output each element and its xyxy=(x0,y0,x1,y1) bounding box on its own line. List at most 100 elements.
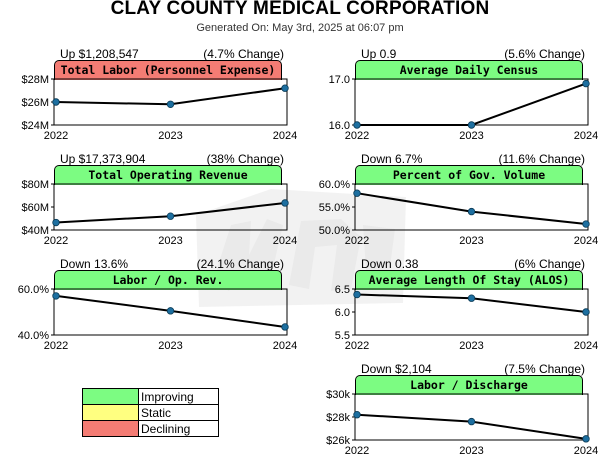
data-point xyxy=(582,79,590,88)
x-tick-label: 2023 xyxy=(158,340,182,352)
change-value: Up 0.9 xyxy=(361,47,397,61)
data-point xyxy=(353,411,361,419)
chart-panel-percent-gov-volume: Down 6.7% (11.6% Change) Percent of Gov.… xyxy=(319,152,598,262)
legend-swatch-improving xyxy=(82,388,139,405)
plot-frame xyxy=(53,288,288,336)
chart-panel-total-operating-revenue: Up $17,373,904 (38% Change) Total Operat… xyxy=(21,152,297,262)
x-tick-label: 2024 xyxy=(574,130,598,142)
x-tick-label: 2022 xyxy=(44,130,68,142)
x-tick-label: 2022 xyxy=(44,235,68,247)
data-point xyxy=(52,218,60,227)
change-value: Down 13.6% xyxy=(60,257,129,271)
x-tick-label: 2022 xyxy=(345,235,369,247)
chart-title-tab: Total Operating Revenue xyxy=(54,165,282,185)
legend-label: Improving xyxy=(138,388,219,405)
x-tick-label: 2023 xyxy=(158,235,182,247)
data-point xyxy=(281,199,289,207)
change-value: Down 6.7% xyxy=(361,152,423,166)
chart-title-tab: Average Daily Census xyxy=(355,60,583,80)
y-tick-label: 50.0% xyxy=(319,225,350,237)
status-legend: Improving Static Declining xyxy=(82,388,219,437)
y-tick-label: $28k xyxy=(326,412,350,424)
line-chart: 60.0% 40.0%2022 2023 2024 xyxy=(18,284,297,352)
chart-title-tab: Total Labor (Personnel Expense) xyxy=(54,60,282,80)
change-value: Up $17,373,904 xyxy=(60,152,146,166)
data-point xyxy=(281,323,289,331)
plot-frame xyxy=(354,78,589,126)
y-tick-label: 5.5 xyxy=(335,330,350,342)
x-tick-label: 2023 xyxy=(459,340,483,352)
y-tick-label: $30k xyxy=(326,389,350,401)
chart-panel-total-labor: Up $1,208,547 (4.7% Change) Total Labor … xyxy=(21,47,297,157)
x-tick-label: 2024 xyxy=(574,445,598,457)
y-tick-label: $80M xyxy=(21,179,49,191)
y-tick-label: 17.0 xyxy=(329,74,350,86)
x-tick-label: 2024 xyxy=(574,340,598,352)
x-tick-label: 2022 xyxy=(44,340,68,352)
legend-swatch-static xyxy=(82,404,139,421)
data-point xyxy=(52,292,60,300)
y-tick-label: $24M xyxy=(21,120,49,132)
change-percent: (38% Change) xyxy=(206,152,284,166)
plot-frame xyxy=(354,183,589,231)
legend-row-static: Static xyxy=(82,404,219,421)
data-point xyxy=(166,212,175,220)
y-tick-label: 6.0 xyxy=(335,307,350,319)
series-line xyxy=(357,82,587,126)
x-tick-label: 2023 xyxy=(158,130,182,142)
change-percent: (6% Change) xyxy=(514,257,585,271)
chart-panel-labor-op-rev: Down 13.6% (24.1% Change) Labor / Op. Re… xyxy=(18,257,297,367)
data-point xyxy=(467,294,476,302)
x-tick-label: 2023 xyxy=(459,445,483,457)
legend-swatch-declining xyxy=(82,420,139,437)
x-tick-label: 2022 xyxy=(345,445,369,457)
line-chart: 60.0% 55.0% 50.0%2022 2023 2024 xyxy=(319,179,598,247)
change-value: Up $1,208,547 xyxy=(60,47,139,61)
change-percent: (24.1% Change) xyxy=(196,257,284,271)
chart-panel-alos: Down 0.38 (6% Change) Average Length Of … xyxy=(335,257,599,367)
y-tick-label: 40.0% xyxy=(18,330,49,342)
x-tick-label: 2022 xyxy=(345,340,369,352)
x-tick-label: 2024 xyxy=(273,340,297,352)
chart-panel-labor-discharge: Down $2,104 (7.5% Change) Labor / Discha… xyxy=(326,362,598,472)
data-point xyxy=(582,435,590,443)
x-tick-label: 2024 xyxy=(574,235,598,247)
legend-label: Declining xyxy=(138,420,219,437)
chart-title-tab: Percent of Gov. Volume xyxy=(355,165,583,185)
data-point xyxy=(582,220,590,228)
data-point xyxy=(353,121,361,129)
data-point xyxy=(281,84,289,92)
change-percent: (11.6% Change) xyxy=(498,152,586,166)
chart-title-tab: Average Length Of Stay (ALOS) xyxy=(355,270,583,290)
chart-title-tab: Labor / Op. Rev. xyxy=(54,270,282,290)
data-point xyxy=(467,417,476,426)
x-tick-label: 2024 xyxy=(273,130,297,142)
change-percent: (4.7% Change) xyxy=(203,47,284,61)
y-tick-label: $60M xyxy=(21,202,49,214)
change-percent: (5.6% Change) xyxy=(504,47,585,61)
data-point xyxy=(353,290,361,299)
data-point xyxy=(467,121,476,129)
y-tick-label: $28M xyxy=(21,74,49,86)
y-tick-label: 16.0 xyxy=(329,120,350,132)
x-tick-label: 2022 xyxy=(345,130,369,142)
legend-row-improving: Improving xyxy=(82,388,219,405)
x-tick-label: 2023 xyxy=(459,130,483,142)
data-point xyxy=(166,100,175,108)
chart-title-tab: Labor / Discharge xyxy=(355,375,583,395)
data-point xyxy=(467,207,476,216)
data-point xyxy=(52,98,60,106)
y-tick-label: 6.5 xyxy=(335,284,350,296)
data-point xyxy=(166,307,175,315)
page-title: CLAY COUNTY MEDICAL CORPORATION xyxy=(110,0,490,19)
y-tick-label: 60.0% xyxy=(319,179,350,191)
y-tick-label: 55.0% xyxy=(319,202,350,214)
chart-panel-average-daily-census: Up 0.9 (5.6% Change) Average Daily Censu… xyxy=(329,47,599,157)
x-tick-label: 2023 xyxy=(459,235,483,247)
generated-timestamp: Generated On: May 3rd, 2025 at 06:07 pm xyxy=(196,22,404,34)
